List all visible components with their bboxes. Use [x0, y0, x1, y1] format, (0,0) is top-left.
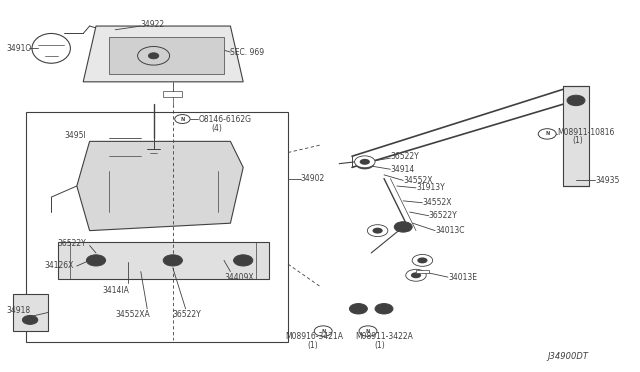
Circle shape [175, 115, 190, 124]
Text: (4): (4) [211, 124, 222, 133]
Text: (1): (1) [374, 341, 385, 350]
Circle shape [567, 95, 585, 106]
Text: 34552XA: 34552XA [115, 310, 150, 319]
Text: N: N [321, 328, 325, 334]
Bar [109, 37, 224, 74]
Ellipse shape [32, 33, 70, 63]
Text: 34552X: 34552X [403, 176, 433, 185]
Circle shape [406, 269, 426, 281]
Circle shape [359, 326, 377, 336]
Circle shape [417, 257, 428, 263]
Text: 3491O: 3491O [6, 44, 31, 53]
Bar [13, 294, 48, 331]
Circle shape [314, 326, 332, 336]
Text: 34922: 34922 [141, 20, 165, 29]
Text: M08911-3422A: M08911-3422A [355, 332, 413, 341]
Circle shape [375, 304, 393, 314]
Circle shape [394, 222, 412, 232]
Circle shape [372, 228, 383, 234]
Text: 3414IA: 3414IA [102, 286, 129, 295]
Text: 34013E: 34013E [448, 273, 477, 282]
Circle shape [538, 129, 556, 139]
Circle shape [367, 225, 388, 237]
Text: 34409X: 34409X [224, 273, 253, 282]
Text: 34902: 34902 [301, 174, 325, 183]
Circle shape [412, 254, 433, 266]
Bar [163, 91, 182, 97]
Text: (1): (1) [573, 136, 584, 145]
Text: 34918: 34918 [6, 306, 31, 315]
Text: M08911-10816: M08911-10816 [557, 128, 614, 137]
Text: 34914: 34914 [390, 165, 415, 174]
Bar [563, 86, 589, 186]
Text: 34013C: 34013C [435, 226, 465, 235]
Text: SEC. 969: SEC. 969 [230, 48, 264, 57]
Text: 36522Y: 36522Y [58, 239, 86, 248]
Text: 36522Y: 36522Y [173, 310, 202, 319]
Text: 34935: 34935 [595, 176, 620, 185]
Circle shape [234, 255, 253, 266]
Text: O8146-6162G: O8146-6162G [198, 115, 252, 124]
Circle shape [411, 272, 421, 278]
Circle shape [355, 156, 375, 168]
Text: 34126X: 34126X [45, 262, 74, 270]
Circle shape [148, 53, 159, 59]
Text: N: N [366, 328, 370, 334]
Polygon shape [58, 242, 269, 279]
Text: N: N [180, 116, 184, 122]
Text: 36522Y: 36522Y [429, 211, 458, 220]
Circle shape [356, 158, 374, 169]
Text: N: N [545, 131, 549, 137]
Text: 31913Y: 31913Y [416, 183, 445, 192]
Bar [416, 270, 429, 273]
Circle shape [349, 304, 367, 314]
Text: 34552X: 34552X [422, 198, 452, 207]
Text: 36522Y: 36522Y [390, 152, 419, 161]
Bar [26, 112, 288, 342]
Polygon shape [83, 26, 243, 82]
Circle shape [86, 255, 106, 266]
Circle shape [163, 255, 182, 266]
Circle shape [22, 315, 38, 324]
Text: M08916-3421A: M08916-3421A [285, 332, 343, 341]
Circle shape [360, 159, 370, 165]
Text: 3495I: 3495I [64, 131, 86, 140]
Text: (1): (1) [307, 341, 318, 350]
Text: J34900DT: J34900DT [548, 352, 589, 361]
Polygon shape [77, 141, 243, 231]
